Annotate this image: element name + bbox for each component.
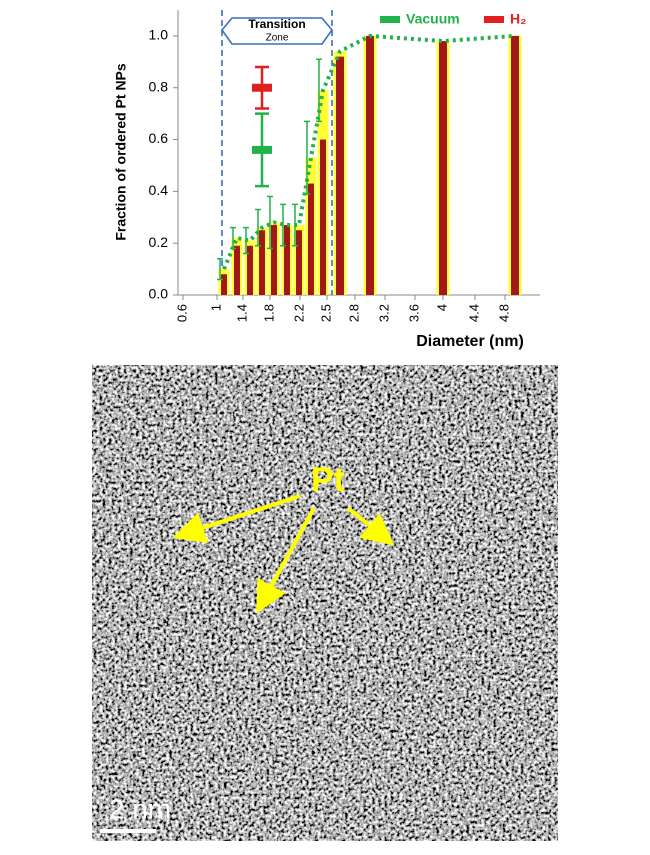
y-tick-label: 0.4 xyxy=(149,182,169,198)
bar xyxy=(366,35,374,296)
bar xyxy=(271,225,277,295)
x-tick-label: 4.4 xyxy=(466,304,481,322)
trend-line xyxy=(222,33,516,270)
bar xyxy=(320,139,326,295)
error-bar xyxy=(280,203,286,247)
bar xyxy=(284,225,290,295)
reference-point xyxy=(252,145,272,154)
legend-label: H₂ xyxy=(510,11,526,27)
x-axis-label: Diameter (nm) xyxy=(416,333,524,350)
bar xyxy=(296,230,302,295)
error-bar xyxy=(292,203,298,247)
error-bar xyxy=(217,257,223,281)
x-tick-label: 0.6 xyxy=(174,304,189,322)
y-tick-label: 1.0 xyxy=(149,27,169,43)
micrograph: Pt 2 nm xyxy=(92,365,558,841)
arrow xyxy=(172,494,301,543)
legend-swatch xyxy=(484,16,504,23)
zone-box xyxy=(220,17,334,45)
scale-bar xyxy=(100,829,156,833)
error-bar xyxy=(267,195,273,250)
x-tick-label: 2.2 xyxy=(291,304,306,322)
chart: Fraction of ordered Pt NPs Diameter (nm)… xyxy=(113,10,540,350)
y-tick-label: 0.0 xyxy=(149,286,169,302)
x-tick-label: 3.2 xyxy=(376,304,391,322)
bar xyxy=(439,41,447,295)
reference-point xyxy=(252,83,272,92)
bar xyxy=(247,245,253,295)
error-bar xyxy=(255,208,261,247)
bar xyxy=(308,183,314,295)
x-tick-label: 2.8 xyxy=(346,304,361,322)
x-tick-label: 1 xyxy=(208,304,223,311)
bar xyxy=(511,35,519,296)
x-tick-label: 4.8 xyxy=(496,304,511,322)
pt-label: Pt xyxy=(311,461,345,499)
x-tick-label: 1.4 xyxy=(234,304,249,322)
scale-bar-label: 2 nm xyxy=(109,793,171,824)
bar xyxy=(259,230,265,295)
legend-label: Vacuum xyxy=(406,11,460,27)
bar xyxy=(221,274,227,295)
error-bar xyxy=(316,58,322,123)
y-tick-label: 0.8 xyxy=(149,78,169,94)
tem-image xyxy=(92,365,558,841)
y-tick-label: 0.2 xyxy=(149,234,169,250)
error-bar xyxy=(230,226,236,250)
bar xyxy=(336,56,344,295)
error-bar xyxy=(304,120,310,195)
zone-label: Transition xyxy=(248,17,305,31)
arrow xyxy=(256,507,316,614)
y-tick-label: 0.6 xyxy=(149,130,169,146)
x-tick-label: 3.6 xyxy=(406,304,421,322)
zone-label: Zone xyxy=(266,33,289,44)
arrow xyxy=(346,506,395,546)
y-axis-label: Fraction of ordered Pt NPs xyxy=(113,63,129,241)
x-tick-label: 2.5 xyxy=(318,304,333,322)
legend-swatch xyxy=(380,16,400,23)
error-bar xyxy=(243,226,249,255)
x-tick-label: 4 xyxy=(434,304,449,311)
x-tick-label: 1.8 xyxy=(261,304,276,322)
bar xyxy=(234,245,240,295)
